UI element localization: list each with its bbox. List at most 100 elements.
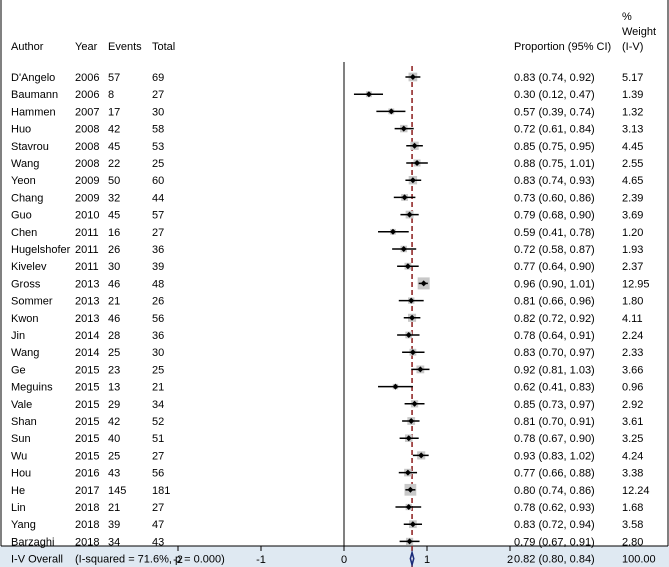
study-row: Huo 2008 42 58 0.72 (0.61, 0.84) 3.13 [11,124,643,136]
study-total: 58 [152,124,164,136]
study-events: 26 [108,244,120,256]
study-author: Hou [11,468,31,480]
study-ci-label: 0.82 (0.72, 0.92) [514,313,595,325]
study-total: 26 [152,296,164,308]
study-row: D'Angelo 2006 57 69 0.83 (0.74, 0.92) 5.17 [11,72,643,84]
study-year: 2016 [75,468,99,480]
x-tick-label: 0 [341,554,347,566]
study-ci-label: 0.30 (0.12, 0.47) [514,89,595,101]
study-point [408,418,415,424]
study-ci-label: 0.83 (0.70, 0.97) [514,347,595,359]
study-events: 25 [108,347,120,359]
study-total: 30 [152,106,164,118]
study-total: 34 [152,399,164,411]
study-total: 27 [152,227,164,239]
study-row: Chang 2009 32 44 0.73 (0.60, 0.86) 2.39 [11,192,643,204]
study-point [411,142,418,149]
study-year: 2008 [75,158,99,170]
study-author: Meguins [11,382,53,394]
x-tick-label: -1 [256,554,266,566]
study-year: 2015 [75,399,99,411]
study-total: 60 [152,175,164,187]
study-events: 17 [108,106,120,118]
header-events: Events [108,41,142,53]
study-row: Ge 2015 23 25 0.92 (0.81, 1.03) 3.66 [11,364,643,376]
study-point [401,194,408,201]
study-year: 2015 [75,450,99,462]
x-tick-label: 2 [507,554,513,566]
study-weight-label: 4.11 [622,313,643,325]
study-year: 2014 [75,330,99,342]
study-weight-label: 3.13 [622,124,643,136]
study-total: 44 [152,192,164,204]
study-weight-label: 4.45 [622,141,643,153]
study-row: Chen 2011 16 27 0.59 (0.41, 0.78) 1.20 [11,227,643,239]
study-point [404,469,411,476]
study-ci-label: 0.83 (0.74, 0.93) [514,175,595,187]
study-events: 39 [108,519,120,531]
study-total: 27 [152,502,164,514]
study-year: 2008 [75,141,99,153]
header-weight-word: Weight [622,26,656,38]
study-year: 2011 [75,244,99,256]
study-author: Baumann [11,89,58,101]
study-weight-label: 3.66 [622,364,643,376]
study-ci-label: 0.81 (0.66, 0.96) [514,296,595,308]
study-row: Kwon 2013 46 56 0.82 (0.72, 0.92) 4.11 [11,313,643,325]
study-weight-label: 2.33 [622,347,643,359]
study-author: Sun [11,433,31,445]
study-weight-label: 12.24 [622,485,650,497]
study-weight-label: 4.24 [622,450,643,462]
study-events: 42 [108,416,120,428]
study-point [388,108,395,115]
study-author: Hugelshofer [11,244,71,256]
study-author: D'Angelo [11,72,55,84]
study-events: 22 [108,158,120,170]
study-year: 2015 [75,382,99,394]
study-row: Sommer 2013 21 26 0.81 (0.66, 0.96) 1.80 [11,296,643,308]
study-point [420,280,427,287]
study-weight-label: 2.80 [622,536,643,548]
study-total: 36 [152,244,164,256]
study-year: 2018 [75,519,99,531]
study-events: 32 [108,192,120,204]
study-point [405,332,412,338]
study-author: Huo [11,124,31,136]
study-total: 52 [152,416,164,428]
header-total: Total [152,41,175,53]
study-year: 2018 [75,502,99,514]
study-weight-label: 4.65 [622,175,643,187]
study-point [417,366,424,373]
study-point [400,246,407,252]
study-ci-label: 0.78 (0.64, 0.91) [514,330,595,342]
study-year: 2011 [75,227,99,239]
study-point [407,486,414,493]
study-author: Jin [11,330,25,342]
study-year: 2018 [75,536,99,548]
study-weight-label: 3.69 [622,210,643,222]
study-total: 47 [152,519,164,531]
study-total: 181 [152,485,170,497]
study-author: Kivelev [11,261,47,273]
study-year: 2017 [75,485,99,497]
study-events: 45 [108,141,120,153]
study-ci-label: 0.85 (0.75, 0.95) [514,141,595,153]
study-year: 2009 [75,192,99,204]
study-row: Yang 2018 39 47 0.83 (0.72, 0.94) 3.58 [11,519,643,531]
study-point [404,263,411,270]
study-ci-label: 0.72 (0.58, 0.87) [514,244,595,256]
study-row: Meguins 2015 13 21 0.62 (0.41, 0.83) 0.96 [11,382,643,394]
header-author: Author [11,41,44,53]
study-point [409,177,416,184]
study-total: 36 [152,330,164,342]
study-row: Vale 2015 29 34 0.85 (0.73, 0.97) 2.92 [11,399,643,411]
study-row: Wu 2015 25 27 0.93 (0.83, 1.02) 4.24 [11,450,643,462]
overall-label: I-V Overall [11,554,63,566]
study-year: 2008 [75,124,99,136]
overall-weight-label: 100.00 [622,554,656,566]
study-year: 2015 [75,416,99,428]
study-author: Vale [11,399,32,411]
study-point [409,349,416,356]
study-author: Wu [11,450,27,462]
study-total: 39 [152,261,164,273]
